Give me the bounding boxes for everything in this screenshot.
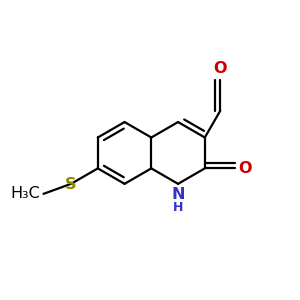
Text: O: O bbox=[238, 161, 252, 176]
Text: S: S bbox=[65, 177, 77, 192]
Text: N: N bbox=[171, 188, 185, 202]
Text: O: O bbox=[214, 61, 227, 76]
Text: H: H bbox=[173, 201, 183, 214]
Text: H₃C: H₃C bbox=[10, 186, 40, 201]
